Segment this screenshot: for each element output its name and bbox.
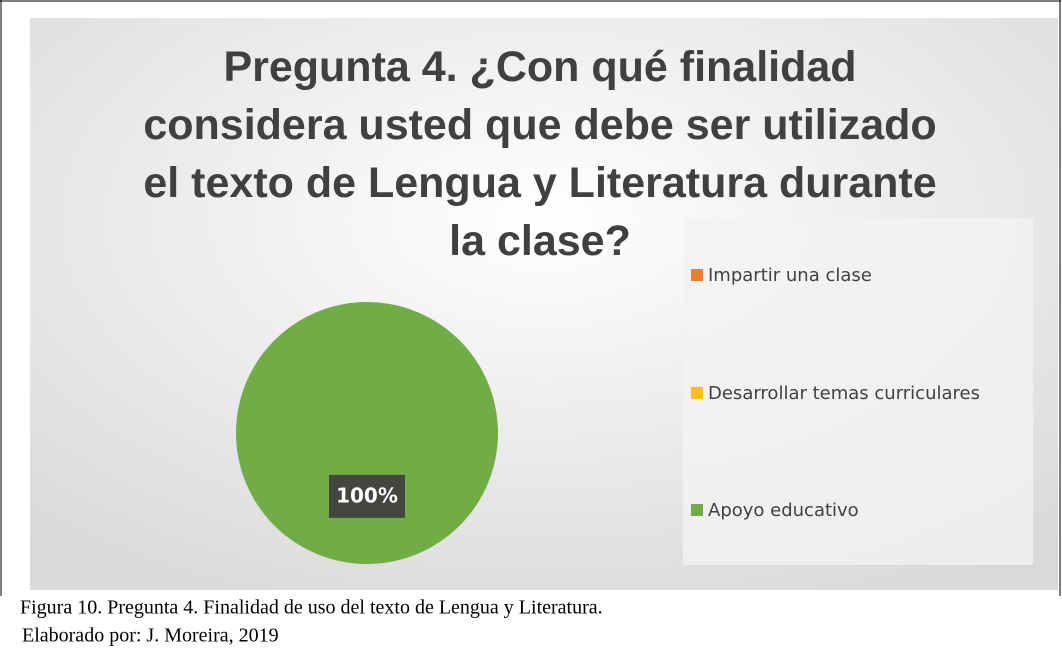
legend-label: Impartir una clase [708, 265, 872, 286]
caption: Figura 10. Pregunta 4. Finalidad de uso … [20, 597, 603, 619]
data-label-box [329, 474, 405, 518]
legend-label: Desarrollar temas curriculares [708, 383, 980, 404]
legend-swatch [691, 269, 703, 281]
legend-box [683, 218, 1033, 565]
legend-swatch [691, 504, 703, 516]
legend-label: Apoyo educativo [708, 500, 859, 521]
pie-slice [236, 302, 498, 564]
data-label: 100% [336, 483, 398, 507]
caption: Elaborado por: J. Moreira, 2019 [22, 625, 279, 647]
legend-swatch [691, 387, 703, 399]
chart-title: Pregunta 4. ¿Con qué finalidad considera… [143, 43, 937, 265]
